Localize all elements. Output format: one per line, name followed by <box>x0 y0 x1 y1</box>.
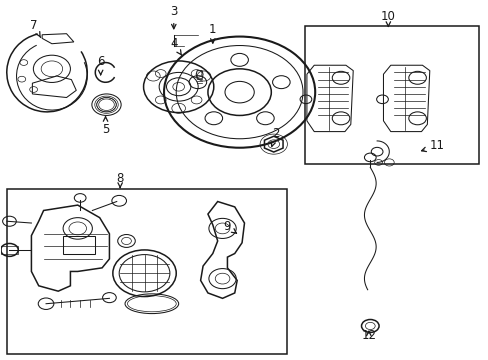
Text: 2: 2 <box>270 127 279 147</box>
Text: 7: 7 <box>30 19 41 37</box>
Text: 5: 5 <box>102 117 109 136</box>
Text: 3: 3 <box>170 5 177 29</box>
Bar <box>6 189 286 354</box>
Bar <box>305 26 478 164</box>
Text: 9: 9 <box>223 220 236 233</box>
Text: 8: 8 <box>116 172 123 188</box>
Text: 1: 1 <box>209 23 216 43</box>
Text: 6: 6 <box>97 55 104 75</box>
Text: 11: 11 <box>421 139 444 152</box>
Text: 10: 10 <box>380 10 395 27</box>
Text: 4: 4 <box>170 37 182 55</box>
Text: 12: 12 <box>361 329 376 342</box>
